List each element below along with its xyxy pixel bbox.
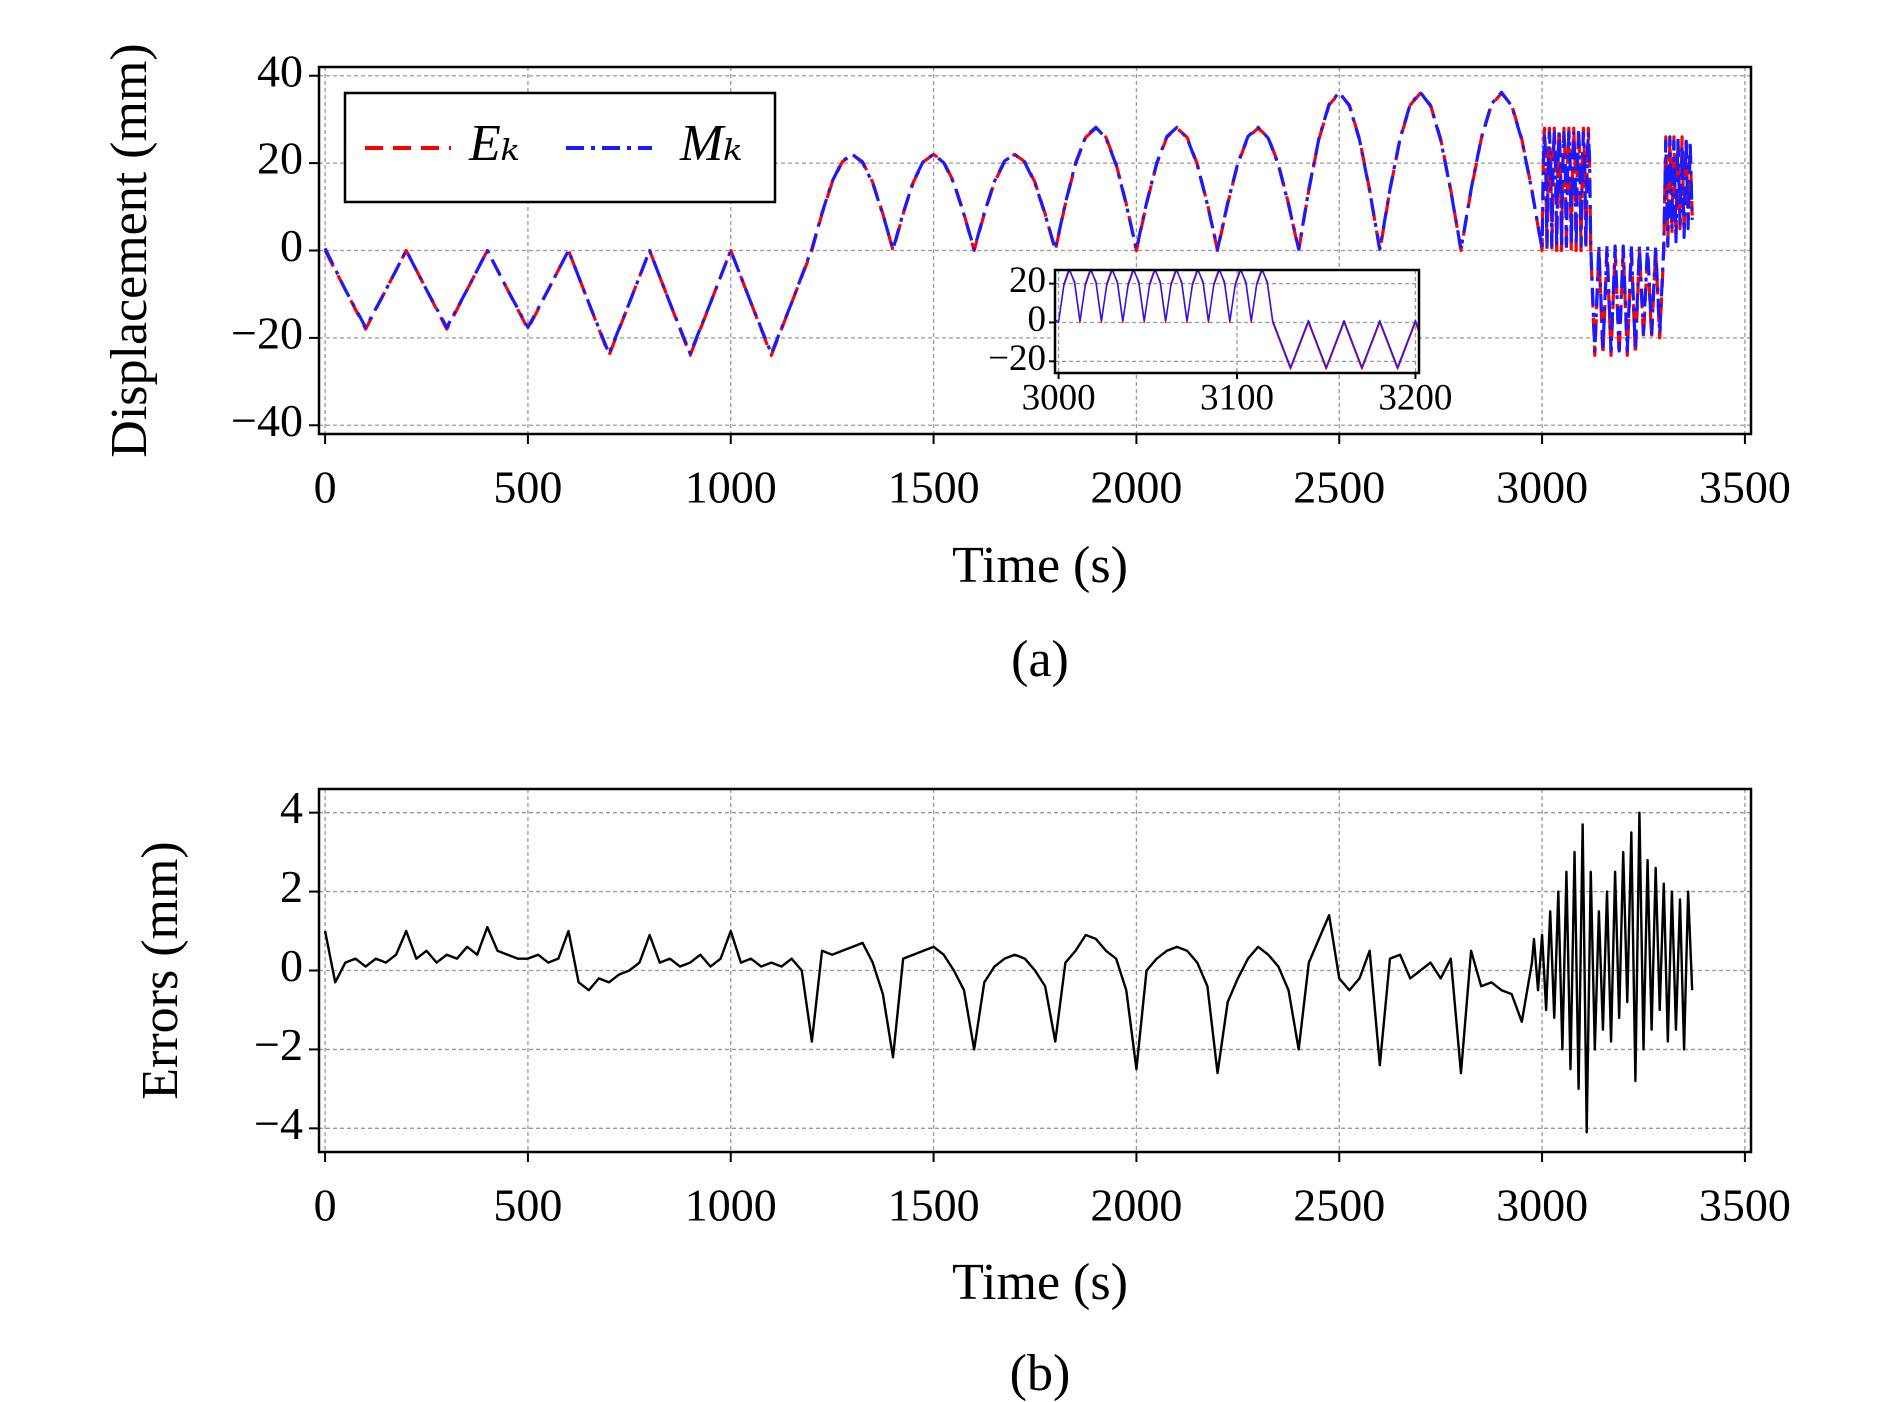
data-line — [323, 811, 1694, 1134]
y-tick-label: 0 — [280, 940, 303, 991]
y-tick-label: 0 — [280, 220, 303, 271]
x-tick-label: 3000 — [1022, 377, 1096, 418]
x-tick-label: 3500 — [1699, 462, 1791, 513]
y-tick-label: 2 — [280, 861, 303, 912]
inset-frame — [1053, 268, 1421, 375]
x-tick-label: 3100 — [1200, 377, 1274, 418]
y-tick-label: −40 — [231, 395, 303, 446]
y-tick-label: −20 — [231, 307, 303, 358]
x-tick-label: 3000 — [1496, 1180, 1588, 1231]
x-tick-label: 1000 — [685, 462, 777, 513]
data-line — [1055, 270, 1419, 368]
x-tick-label: 2500 — [1293, 462, 1385, 513]
y-tick-label: 40 — [257, 45, 303, 96]
x-tick-label: 2000 — [1090, 462, 1182, 513]
y-tick-label: 20 — [257, 133, 303, 184]
y-tick-label: −2 — [254, 1019, 303, 1070]
x-tick-label: 0 — [314, 462, 337, 513]
plot-frame — [317, 65, 1753, 436]
panel-caption: (b) — [1010, 1345, 1071, 1402]
legend-box — [343, 91, 777, 204]
x-tick-label: 500 — [493, 1180, 562, 1231]
x-tick-label: 1500 — [888, 1180, 980, 1231]
y-tick-label: −4 — [254, 1098, 303, 1149]
legend-label: Mₖ — [679, 115, 742, 172]
y-tick-label: 4 — [280, 782, 303, 833]
plot-frame — [317, 787, 1753, 1154]
y-tick-label: 20 — [1009, 260, 1046, 301]
y-tick-label: 0 — [1028, 299, 1047, 340]
x-tick-label: 1500 — [888, 462, 980, 513]
x-axis-label: Time (s) — [952, 537, 1128, 594]
x-tick-label: 3200 — [1378, 377, 1452, 418]
x-tick-label: 1000 — [685, 1180, 777, 1231]
x-tick-label: 2000 — [1090, 1180, 1182, 1231]
legend-label: Eₖ — [468, 115, 520, 172]
x-tick-label: 3000 — [1496, 462, 1588, 513]
x-axis-label: Time (s) — [952, 1254, 1128, 1311]
x-tick-label: 0 — [314, 1180, 337, 1231]
y-tick-label: −20 — [988, 338, 1046, 379]
y-axis-label: Displacement (mm) — [101, 43, 158, 457]
y-axis-label: Errors (mm) — [132, 841, 189, 1099]
x-tick-label: 2500 — [1293, 1180, 1385, 1231]
panel-caption: (a) — [1011, 631, 1069, 688]
x-tick-label: 3500 — [1699, 1180, 1791, 1231]
x-tick-label: 500 — [493, 462, 562, 513]
